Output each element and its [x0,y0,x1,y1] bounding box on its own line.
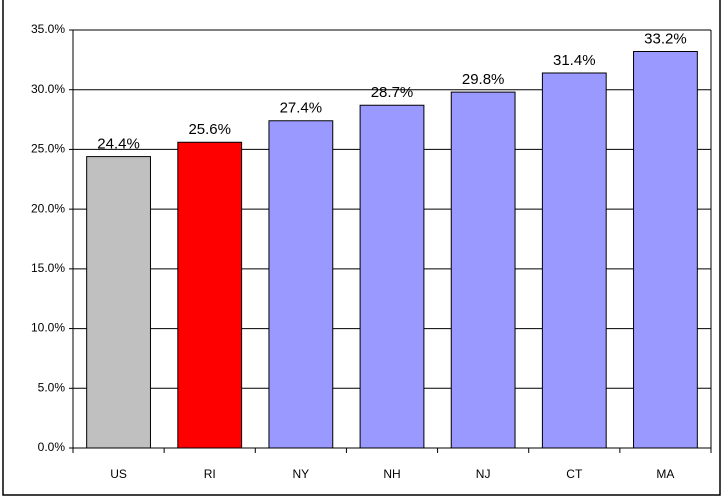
bar [633,50,698,449]
data-label: 27.4% [280,100,323,117]
y-tick-label: 0.0% [38,440,66,454]
x-tick-label: US [110,467,127,481]
y-tick-label: 5.0% [38,380,66,394]
y-tick-label: 30.0% [31,82,65,96]
data-label: 31.4% [553,52,596,69]
x-tick-label: NH [383,467,400,481]
data-label: 33.2% [644,30,687,47]
data-label: 25.6% [188,121,231,138]
bar [268,120,334,449]
bar [450,91,516,449]
y-tick-label: 35.0% [31,22,65,36]
x-tick-label: CT [566,467,583,481]
bar [86,156,151,449]
data-label: 29.8% [462,71,505,88]
x-tick-label: NY [293,467,310,481]
x-tick-label: RI [204,467,216,481]
y-tick-label: 15.0% [31,261,65,275]
bar [359,104,425,449]
x-tick-label: MA [656,467,674,481]
bar [177,141,243,449]
y-tick-label: 25.0% [31,142,65,156]
y-tick-label: 20.0% [31,201,65,215]
data-label: 24.4% [97,136,140,153]
data-label: 28.7% [371,84,414,101]
bar [541,72,607,449]
x-tick-label: NJ [476,467,491,481]
y-tick-label: 10.0% [31,321,65,335]
